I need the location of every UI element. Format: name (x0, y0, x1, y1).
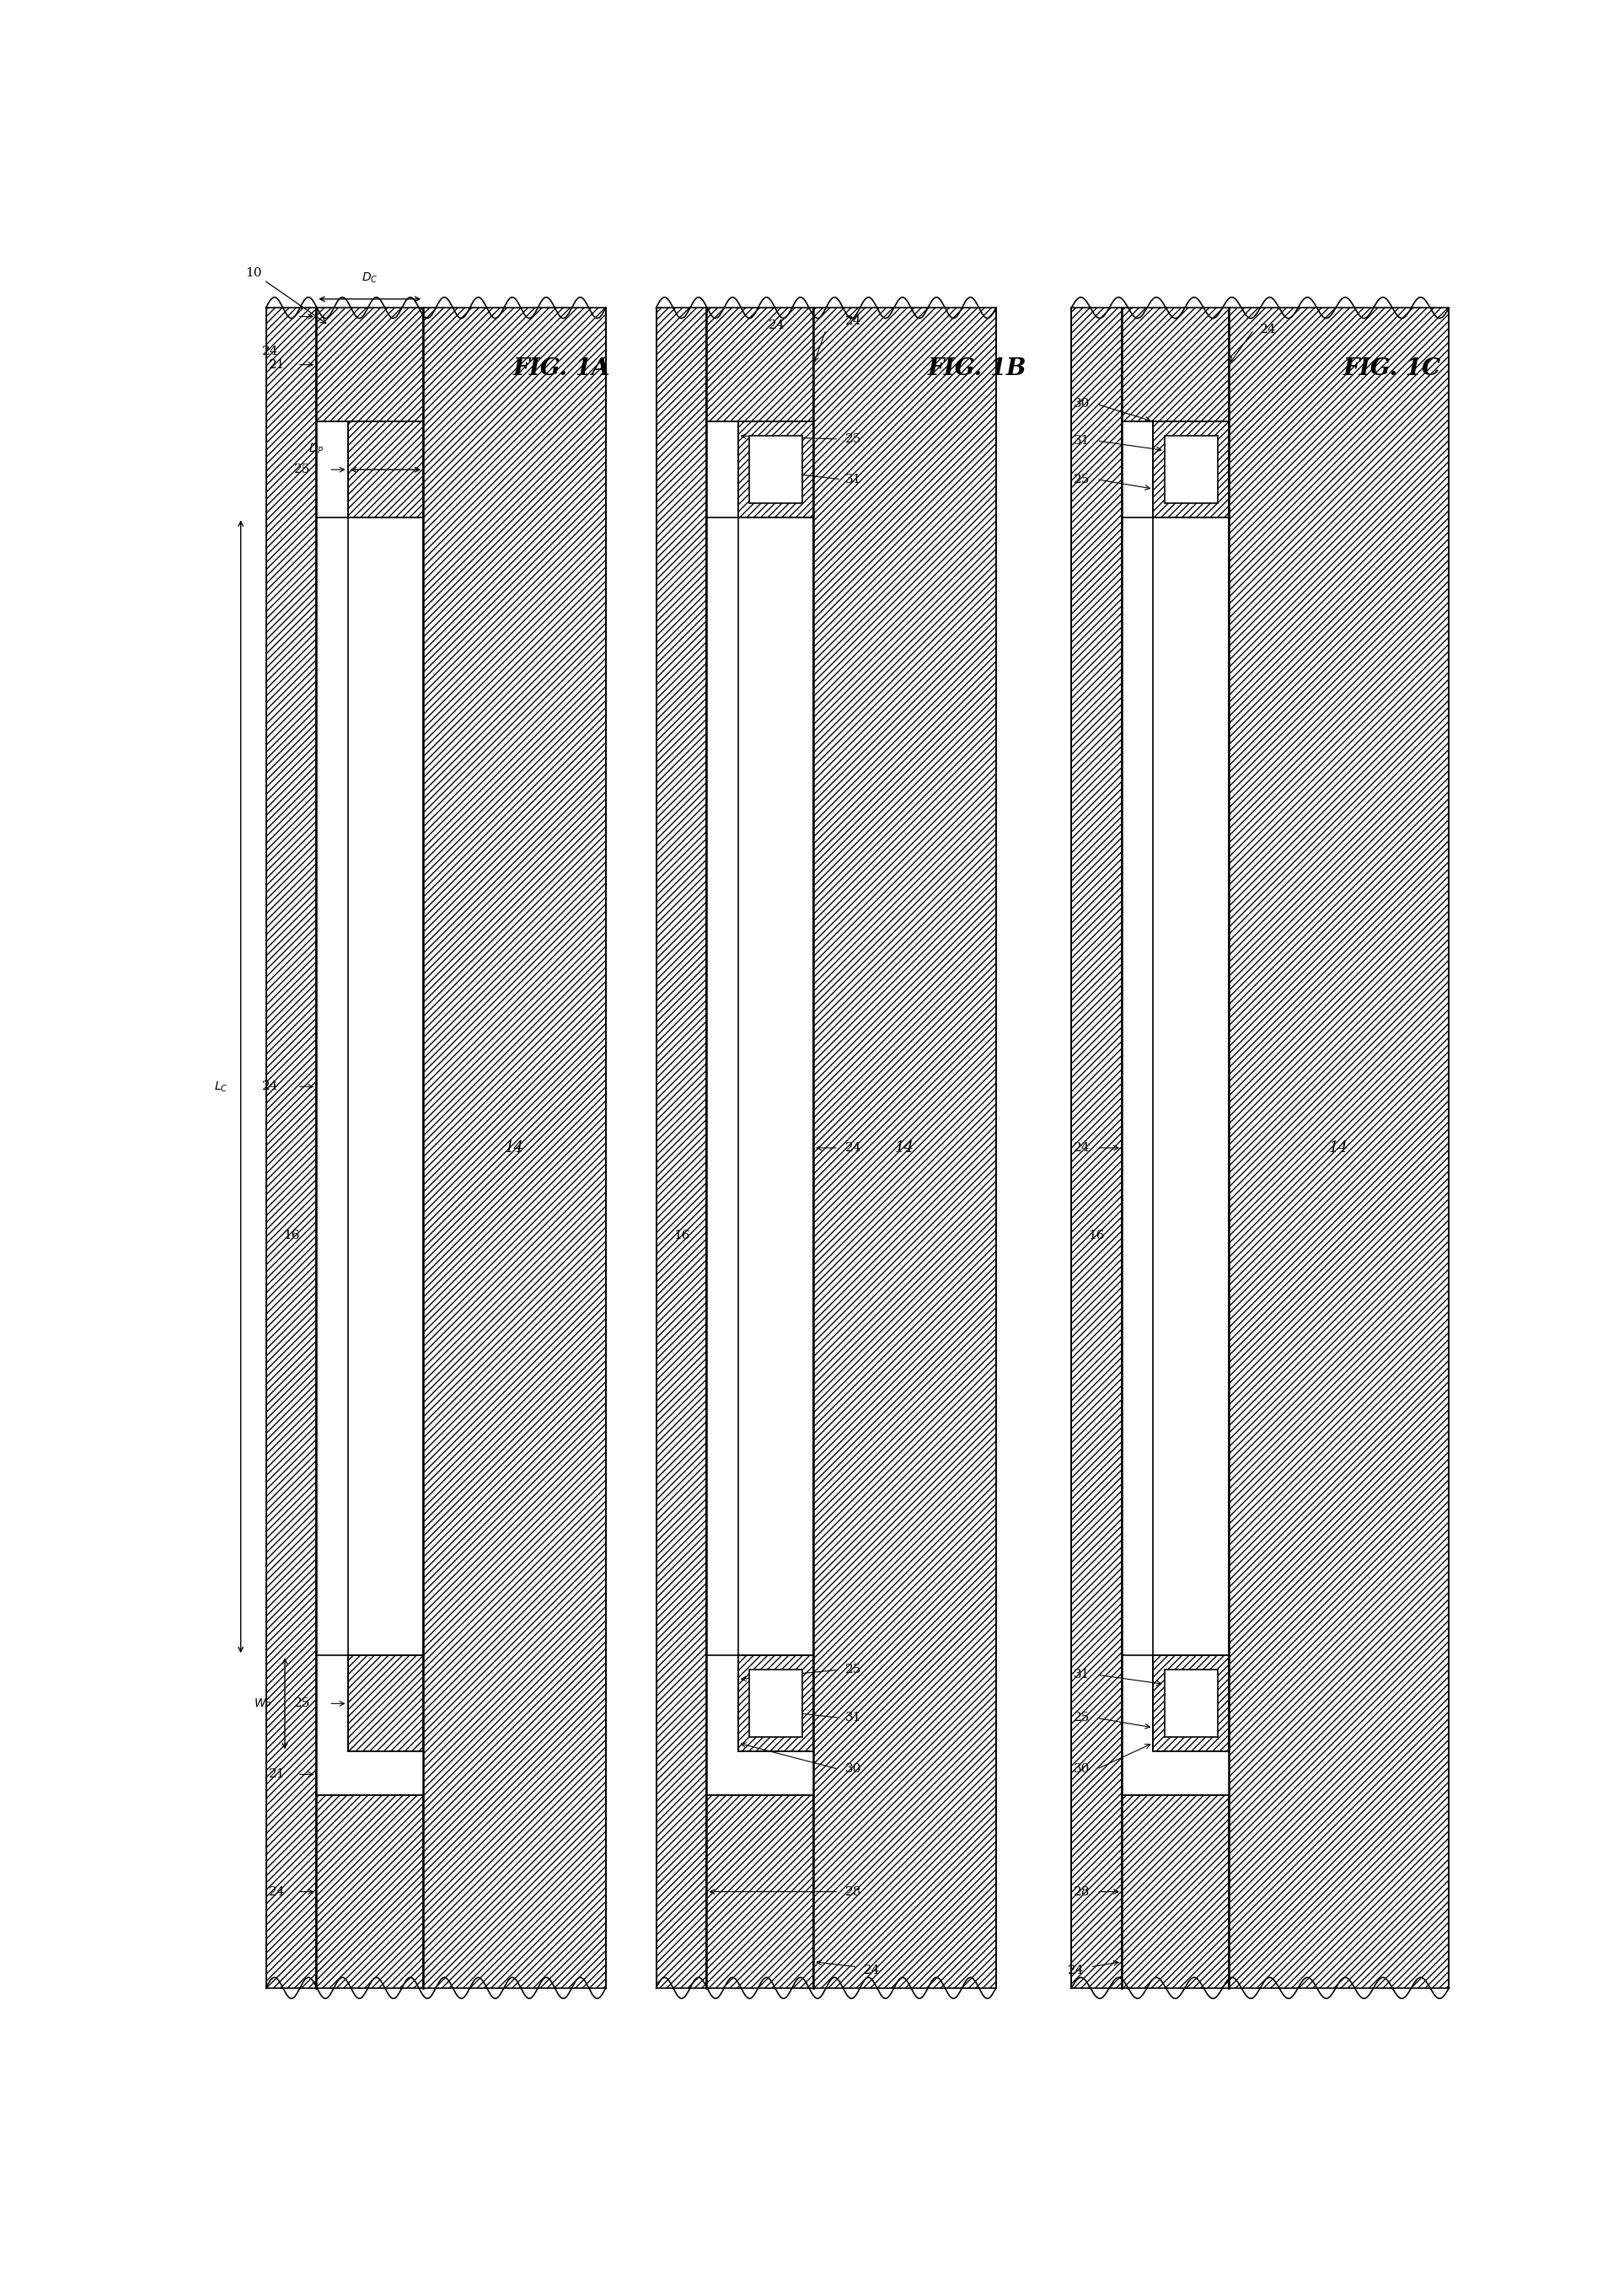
Text: $D_C$: $D_C$ (362, 270, 378, 284)
Text: 21: 21 (268, 1768, 284, 1780)
Text: 16: 16 (672, 1230, 690, 1241)
Text: 14: 14 (1328, 1141, 1348, 1155)
Text: 30: 30 (1073, 1764, 1090, 1775)
Bar (1122, 307, 1229, 1989)
Text: 24: 24 (261, 1080, 279, 1093)
Text: 24: 24 (844, 1141, 861, 1155)
Bar (706, 307, 814, 1989)
Text: 24: 24 (1260, 323, 1276, 336)
Bar (706, 1796, 814, 1989)
Text: 24: 24 (268, 1887, 284, 1898)
Text: 24: 24 (261, 345, 279, 357)
Text: 31: 31 (844, 473, 861, 484)
Text: 28: 28 (844, 1887, 861, 1898)
Bar (1072, 307, 1122, 1989)
Text: FIG. 1C: FIG. 1C (1343, 357, 1442, 380)
Text: 21: 21 (268, 359, 284, 370)
Bar (317, 307, 424, 1989)
Text: 25: 25 (844, 434, 861, 446)
Text: 16: 16 (283, 1230, 299, 1241)
Text: 25: 25 (294, 1698, 310, 1709)
Bar (814, 307, 996, 1989)
Text: 24: 24 (844, 316, 861, 327)
Text: 24: 24 (864, 1964, 880, 1975)
Bar (1153, 421, 1229, 518)
Text: FIG. 1B: FIG. 1B (927, 357, 1026, 380)
Text: FIG. 1A: FIG. 1A (513, 357, 611, 380)
Bar (749, 1671, 802, 1737)
Bar (706, 307, 814, 421)
Text: 31: 31 (1073, 1668, 1090, 1680)
Bar (737, 1655, 814, 1752)
Bar (1164, 436, 1218, 502)
Text: 24: 24 (1073, 1141, 1090, 1155)
Text: 25: 25 (294, 464, 310, 475)
Bar (706, 518, 814, 1655)
Text: 16: 16 (1088, 1230, 1104, 1241)
Text: 30: 30 (844, 1764, 861, 1775)
Text: 28: 28 (1073, 1887, 1090, 1898)
Text: 14: 14 (895, 1141, 914, 1155)
Bar (749, 436, 802, 502)
Bar (1164, 1671, 1218, 1737)
Bar (656, 307, 706, 1989)
Text: 31: 31 (844, 1712, 861, 1723)
Text: $W_P$: $W_P$ (253, 1696, 273, 1712)
Bar (348, 1655, 424, 1752)
Bar (1122, 1796, 1229, 1989)
Bar (317, 307, 424, 421)
Bar (1122, 518, 1229, 1655)
Text: 25: 25 (1073, 473, 1090, 484)
Bar (317, 1796, 424, 1989)
Text: 31: 31 (1073, 434, 1090, 448)
Bar (1153, 1655, 1229, 1752)
Text: $L_C$: $L_C$ (214, 1080, 227, 1093)
Text: 30: 30 (1073, 398, 1090, 409)
Bar (1229, 307, 1449, 1989)
Text: 24: 24 (768, 320, 784, 332)
Text: 10: 10 (245, 266, 326, 323)
Text: 14: 14 (505, 1141, 525, 1155)
Bar (317, 518, 424, 1655)
Bar (1122, 307, 1229, 421)
Bar (737, 421, 814, 518)
Text: 25: 25 (844, 1664, 861, 1675)
Bar (266, 307, 317, 1989)
Text: 25: 25 (1073, 1712, 1090, 1723)
Bar (348, 421, 424, 518)
Text: 24: 24 (1067, 1964, 1083, 1975)
Text: $D_P$: $D_P$ (309, 441, 325, 455)
Bar (424, 307, 606, 1989)
